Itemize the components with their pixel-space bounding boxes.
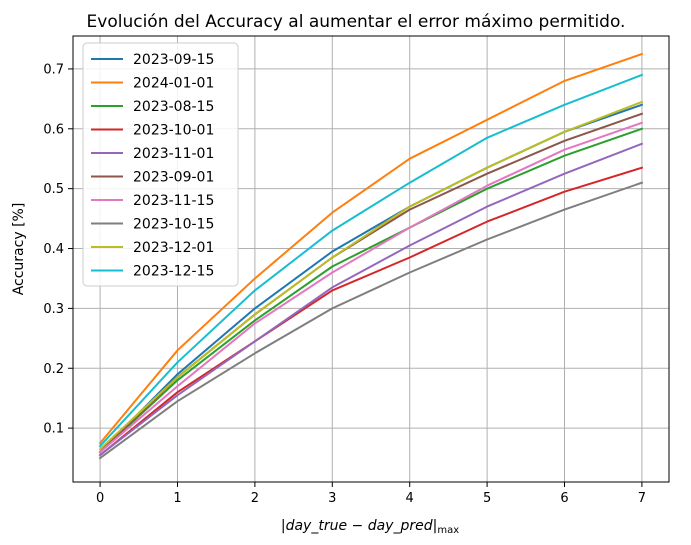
- legend-entry: 2023-10-15: [133, 217, 214, 233]
- series-line-2024-01-01: [98, 52, 644, 445]
- legend-entry: 2023-08-15: [133, 99, 214, 115]
- series-line-2023-11-01: [98, 142, 644, 457]
- x-tick-label: 0: [96, 491, 104, 506]
- legend-entry: 2023-10-01: [133, 123, 214, 139]
- x-tick-label: 4: [406, 491, 414, 506]
- series-line-2023-12-15: [98, 73, 644, 448]
- x-tick-label: 7: [638, 491, 646, 506]
- series-line-2023-10-15: [98, 181, 644, 460]
- x-tick-label: 1: [173, 491, 181, 506]
- x-axis-label: |day_true − day_pred|max: [281, 518, 459, 536]
- legend-entry: 2023-09-15: [133, 52, 214, 68]
- y-tick-label: 0.3: [43, 302, 64, 317]
- series-line-2023-08-15: [98, 127, 644, 454]
- legend-entry: 2023-09-01: [133, 170, 214, 186]
- y-tick-label: 0.4: [43, 242, 64, 257]
- chart-title: Evolución del Accuracy al aumentar el er…: [87, 12, 626, 32]
- y-tick-label: 0.6: [43, 122, 64, 137]
- x-label-bar-left: |: [281, 518, 286, 534]
- legend-entry: 2023-12-15: [133, 264, 214, 280]
- x-axis-ticks: 0 1 2 3 4 5 6 7: [96, 482, 646, 506]
- y-tick-label: 0.1: [43, 422, 64, 437]
- series-line-2023-10-01: [98, 166, 644, 457]
- x-label-subscript: max: [437, 525, 459, 536]
- series-line-2023-11-15: [98, 121, 644, 454]
- y-tick-label: 0.5: [43, 182, 64, 197]
- series-lines: [98, 52, 644, 460]
- legend-box: [82, 42, 239, 287]
- x-tick-label: 2: [251, 491, 259, 506]
- series-line-2023-12-01: [98, 100, 644, 451]
- y-tick-label: 0.2: [43, 362, 64, 377]
- x-tick-label: 5: [483, 491, 491, 506]
- y-axis-ticks: 0.1 0.2 0.3 0.4 0.5 0.6 0.7: [43, 62, 73, 437]
- legend-entry: 2023-11-15: [133, 193, 214, 209]
- plot-frame: [72, 35, 670, 483]
- legend-entry: 2024-01-01: [133, 76, 214, 92]
- y-tick-label: 0.7: [43, 62, 64, 77]
- x-tick-label: 3: [328, 491, 336, 506]
- legend-entry: 2023-11-01: [133, 146, 214, 162]
- legend: 2023-09-15 2024-01-01 2023-08-15 2023-10-01…: [82, 42, 239, 287]
- x-tick-label: 6: [560, 491, 568, 506]
- y-axis-label: Accuracy [%]: [11, 203, 27, 296]
- x-label-bar-right: |: [433, 518, 438, 534]
- legend-entry: 2023-12-01: [133, 240, 214, 256]
- x-label-expression: day_true − day_pred: [286, 518, 433, 534]
